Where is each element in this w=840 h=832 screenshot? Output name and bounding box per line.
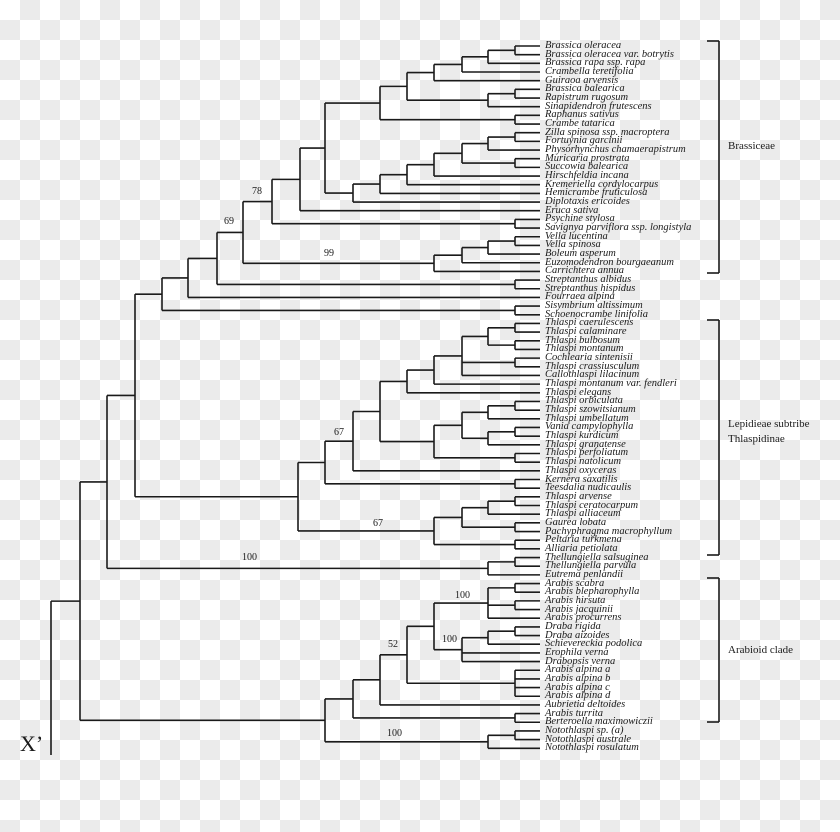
taxon-label: Thlaspi orbiculata — [545, 395, 623, 407]
clade-label-arabioid: Arabioid clade — [728, 644, 794, 656]
taxon-label: Euzomodendron bourgaeanum — [545, 256, 675, 268]
taxon-label: Rapistrum rugosum — [545, 92, 629, 104]
taxon-label: Streptanthus hispidus — [545, 282, 636, 294]
taxon-label: Brassica balearica — [545, 83, 625, 95]
support-value: 99 — [324, 248, 334, 259]
taxon-label: Thlaspi bulbosum — [545, 334, 620, 346]
taxon-label: Sinapidendron frutescens — [545, 100, 652, 112]
taxon-label: Schoenocrambe linifolia — [545, 308, 648, 320]
taxon-label: Thellungiella parvula — [545, 560, 637, 572]
taxon-label: Alliaria petiolata — [545, 542, 618, 554]
taxon-label: Savignya parviflora ssp. longistyla — [545, 222, 692, 234]
taxon-label: Arabis turrita — [545, 707, 604, 719]
support-value: 67 — [373, 518, 383, 529]
support-value: 100 — [242, 552, 257, 563]
taxon-label: Berteroella maximowiczii — [545, 716, 653, 728]
taxon-label: Streptanthus albidus — [545, 274, 632, 286]
taxon-label: Thlaspi crassiusculum — [545, 360, 640, 372]
taxon-label: Brassica oleracea — [545, 40, 622, 51]
taxon-label: Schievereckia podolica — [545, 638, 643, 650]
taxon-label: Brassica rapa ssp. rapa — [545, 57, 646, 69]
taxon-label: Succowia balearica — [545, 161, 629, 173]
taxon-label: Drabopsis verna — [545, 655, 616, 667]
taxon-label: Draba aizoides — [545, 629, 610, 641]
taxon-label: Draba rigida — [545, 620, 601, 632]
taxon-label: Sisymbrium altissimum — [545, 300, 643, 312]
taxon-label: Thlaspi szowitsianum — [545, 404, 636, 416]
taxon-label: Brassica oleracea var. botrytis — [545, 48, 674, 60]
taxon-label: Thlaspi caerulescens — [545, 317, 634, 329]
taxon-label: Arabis jacquinii — [545, 603, 613, 615]
taxon-label: Zilla spinosa ssp. macroptera — [545, 126, 670, 138]
taxon-label: Arabis alpina a — [545, 664, 611, 676]
taxon-label: Peltaria turkmena — [545, 534, 622, 546]
taxon-label: Diplotaxis ericoides — [545, 196, 630, 208]
taxon-label: Arabis scabra — [545, 577, 605, 589]
taxon-label: Hemicrambe fruticulosa — [545, 187, 648, 199]
taxon-label: Thlaspi montanum var. fendleri — [545, 378, 677, 390]
taxon-label: Thlaspi granatense — [545, 438, 626, 450]
support-value: 100 — [442, 634, 457, 645]
taxon-label: Notothlaspi sp. (a) — [545, 724, 624, 736]
taxon-label: Raphanus sativus — [545, 109, 619, 121]
taxon-label: Arabis alpina c — [545, 681, 610, 693]
support-value: 100 — [387, 728, 402, 739]
taxon-label: Boleum asperum — [545, 248, 616, 260]
taxon-label: Arabis blepharophylla — [545, 586, 640, 598]
taxon-label: Crambella teretifolia — [545, 66, 634, 77]
taxon-label: Notothlaspi australe — [545, 733, 632, 745]
taxon-label: Fortuynia garcinii — [545, 135, 623, 147]
taxon-label: Eutrema penlandii — [545, 568, 624, 580]
taxon-label: Muricaria prostrata — [545, 152, 630, 164]
clade-label-lepidieae: Lepidieae subtribe — [728, 418, 810, 430]
taxon-label: Gaurea lobata — [545, 516, 607, 528]
taxon-label: Fourraea alpina — [545, 291, 615, 303]
taxon-label: Arabis hirsuta — [545, 594, 606, 606]
taxon-label: Vella spinosa — [545, 239, 601, 251]
taxon-label: Aubrietia deltoides — [545, 698, 626, 710]
support-value: 52 — [388, 639, 398, 650]
clade-label-thlaspidinae: Thlaspidinae — [728, 433, 785, 445]
taxon-label: Kernera saxatilis — [545, 473, 618, 485]
taxon-label: Arabis alpina b — [545, 672, 611, 684]
root-label: X’ — [20, 731, 44, 756]
support-value: 69 — [224, 216, 234, 227]
support-value: 78 — [252, 186, 262, 197]
clade-label-brassiceae: Brassiceae — [728, 140, 776, 152]
taxon-label: Vella lucentina — [545, 230, 608, 242]
taxon-label: Arabis procurrens — [545, 612, 622, 624]
taxon-label: Thlaspi arvense — [545, 490, 612, 502]
support-value: 67 — [334, 427, 344, 438]
taxon-label: Thlaspi oxyceras — [545, 464, 617, 476]
support-value: 100 — [455, 590, 470, 601]
taxon-label: Thlaspi umbellatum — [545, 412, 629, 424]
taxon-label: Thlaspi kurdicum — [545, 430, 619, 442]
taxon-label: Arabis alpina d — [545, 690, 611, 702]
taxon-label: Thlaspi elegans — [545, 386, 612, 398]
taxon-label: Crambe tatarica — [545, 118, 615, 130]
taxon-label: Cochlearia sintenisii — [545, 352, 633, 364]
taxon-label: Hirschfeldia incana — [545, 170, 629, 182]
taxon-label: Psychine stylosa — [545, 213, 615, 225]
taxon-label: Notothlaspi rosulatum — [545, 742, 639, 754]
taxon-label: Thellungiella salsuginea — [545, 551, 649, 563]
taxon-label: Pachyphragma macrophyllum — [545, 525, 673, 537]
taxon-label: Thlaspi calaminare — [545, 326, 627, 338]
taxon-label: Vania campylophylla — [545, 421, 634, 433]
taxon-label: Thlaspi ceratocarpum — [545, 499, 639, 511]
taxon-label: Kremeriella cordylocarpus — [545, 178, 659, 190]
taxon-label: Erophila verna — [545, 646, 609, 658]
taxon-label: Callothlaspi lilacinum — [545, 369, 640, 381]
taxon-label: Thlaspi natolicum — [545, 456, 622, 468]
taxon-label: Thlaspi perfoliatum — [545, 447, 629, 459]
taxon-label: Thlaspi montanum — [545, 343, 624, 355]
taxon-label: Guiraoa arvensis — [545, 74, 619, 86]
taxon-label: Eruca sativa — [545, 204, 599, 216]
taxon-label: Teesdalia nudicaulis — [545, 482, 632, 494]
taxon-label: Physorhynchus chamaerapistrum — [545, 144, 686, 156]
taxon-label: Thlaspi alliaceum — [545, 508, 621, 520]
taxon-label: Carrichtera annua — [545, 265, 625, 277]
